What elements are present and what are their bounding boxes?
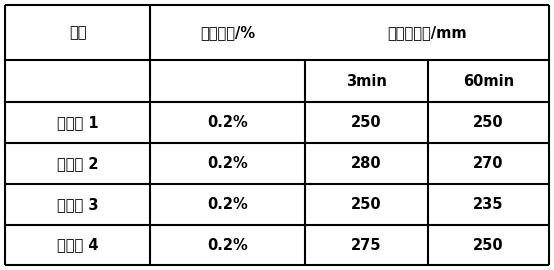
Text: 固折渗量/%: 固折渗量/% xyxy=(200,25,255,40)
Text: 60min: 60min xyxy=(463,73,514,89)
Text: 净浆流动度/mm: 净浆流动度/mm xyxy=(387,25,467,40)
Text: 250: 250 xyxy=(351,197,382,212)
Text: 270: 270 xyxy=(473,156,504,171)
Text: 0.2%: 0.2% xyxy=(207,197,248,212)
Text: 250: 250 xyxy=(473,238,504,252)
Text: 235: 235 xyxy=(473,197,504,212)
Text: 3min: 3min xyxy=(346,73,387,89)
Text: 实施例 3: 实施例 3 xyxy=(57,197,98,212)
Text: 序号: 序号 xyxy=(69,25,86,40)
Text: 实施例 2: 实施例 2 xyxy=(57,156,98,171)
Text: 250: 250 xyxy=(351,115,382,130)
Text: 实施例 4: 实施例 4 xyxy=(57,238,98,252)
Text: 0.2%: 0.2% xyxy=(207,238,248,252)
Text: 实施例 1: 实施例 1 xyxy=(57,115,98,130)
Text: 0.2%: 0.2% xyxy=(207,156,248,171)
Text: 0.2%: 0.2% xyxy=(207,115,248,130)
Text: 250: 250 xyxy=(473,115,504,130)
Text: 280: 280 xyxy=(351,156,382,171)
Text: 275: 275 xyxy=(351,238,382,252)
